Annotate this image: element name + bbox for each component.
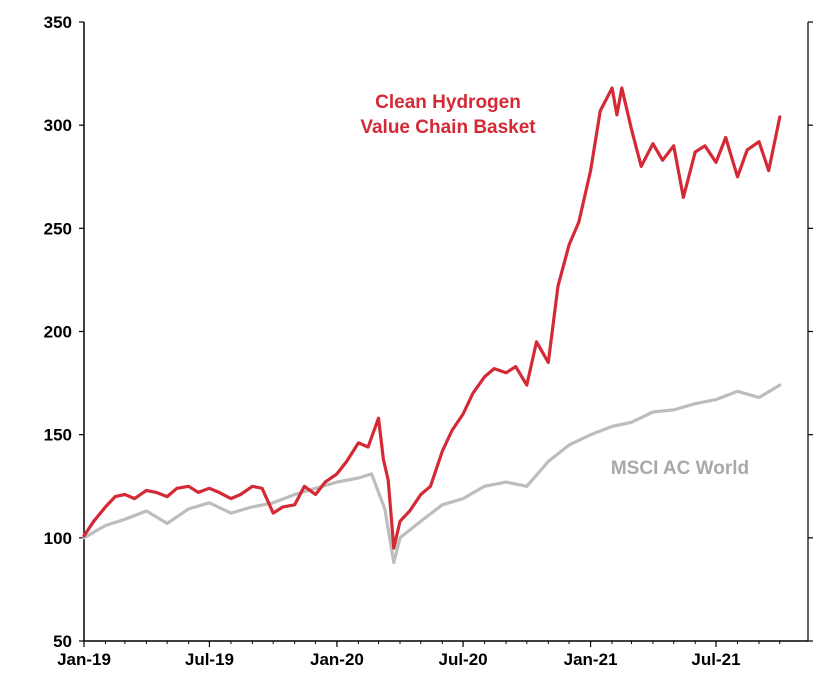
x-tick-label: Jan-19 (57, 650, 111, 669)
x-tick-label: Jul-21 (691, 650, 740, 669)
axes (83, 22, 809, 642)
hydrogen-series-label-line2: Value Chain Basket (360, 117, 536, 138)
hydrogen-series-label-line1: Clean Hydrogen (375, 92, 521, 113)
hydrogen-series-line (82, 86, 782, 550)
x-tick-label: Jan-20 (310, 650, 364, 669)
y-tick-label: 150 (44, 426, 72, 445)
y-tick-label: 350 (44, 13, 72, 32)
y-tick-label: 100 (44, 529, 72, 548)
x-tick-label: Jul-19 (185, 650, 234, 669)
x-tick-label: Jan-21 (564, 650, 618, 669)
y-tick-label: 50 (53, 632, 72, 651)
series-layer (82, 86, 782, 565)
y-tick-label: 300 (44, 116, 72, 135)
x-tick-label: Jul-20 (438, 650, 487, 669)
y-axis-ticks: 50 100 150 200 250 300 350 (44, 13, 813, 651)
y-tick-label: 200 (44, 323, 72, 342)
msci-series-label: MSCI AC World (611, 458, 749, 479)
msci-series-line (82, 383, 782, 565)
y-tick-label: 250 (44, 219, 72, 238)
x-axis-ticks: Jan-19 Jul-19 Jan-20 Jul-20 Jan-21 Jul-21 (57, 641, 781, 669)
